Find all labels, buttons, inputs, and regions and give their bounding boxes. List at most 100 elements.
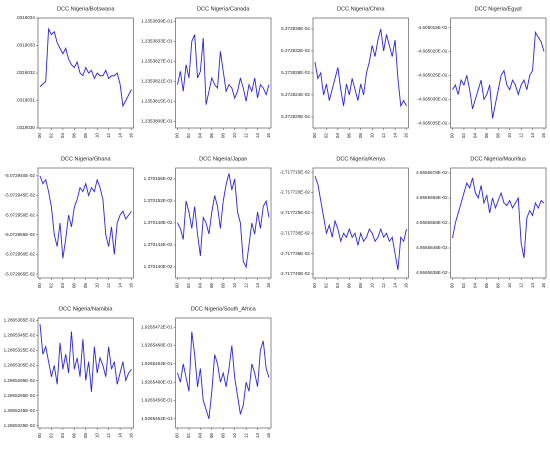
y-tick-label: 1.2353827E-01 xyxy=(141,59,173,64)
x-tick-label: 16 xyxy=(266,133,271,139)
chart-title: DCC Nigeria/China xyxy=(337,6,385,12)
x-tick-label: 10 xyxy=(232,433,237,439)
y-tick-label: 1.370144E-02 xyxy=(144,242,173,247)
x-tick-label: 12 xyxy=(381,133,386,139)
x-tick-label: 04 xyxy=(198,283,203,289)
y-tick-label: .0319032 xyxy=(16,70,36,75)
chart-title: DCC Nigeria/Mauritius xyxy=(470,156,526,162)
y-tick-label: -4.605035E-02 xyxy=(417,120,448,125)
x-tick-label: 04 xyxy=(335,283,340,289)
y-tick-label: 1.9265460E-01 xyxy=(141,379,173,384)
x-tick-label: 02 xyxy=(186,133,191,139)
x-tick-label: 14 xyxy=(530,283,535,289)
series-line xyxy=(314,176,407,270)
y-tick-label: 1.9265456E-01 xyxy=(141,398,173,403)
plot-frame xyxy=(312,167,409,279)
y-tick-label: -2.717715E-02 xyxy=(280,169,311,174)
y-tick-label: 4.9565678E-02 xyxy=(416,170,448,175)
y-tick-label: 4.9565648E-02 xyxy=(416,245,448,250)
y-tick-label: 1.2353809E-01 xyxy=(141,119,173,124)
x-tick-label: 00 xyxy=(450,133,455,139)
y-tick-label: 5.272832E-02 xyxy=(281,48,310,53)
y-tick-label: -4.605030E-02 xyxy=(417,97,448,102)
x-tick-label: 16 xyxy=(129,133,134,139)
y-tick-label: 1.2865225E-02 xyxy=(4,423,36,428)
x-tick-label: 04 xyxy=(198,133,203,139)
x-tick-label: 06 xyxy=(347,133,352,139)
x-tick-label: 04 xyxy=(198,433,203,439)
x-tick-label: 12 xyxy=(381,283,386,289)
x-tick-label: 06 xyxy=(347,283,352,289)
y-tick-label: 1.2353815E-01 xyxy=(141,99,173,104)
x-tick-label: 14 xyxy=(117,283,122,289)
x-tick-label: 14 xyxy=(530,133,535,139)
y-tick-label: 1.2353821E-01 xyxy=(141,79,173,84)
x-tick-label: 00 xyxy=(37,133,42,139)
y-tick-label: 4.9565658E-02 xyxy=(416,220,448,225)
chart-title: DCC Nigeria/Egypt xyxy=(475,6,523,12)
y-tick-label: -2.717735E-02 xyxy=(280,251,311,256)
x-tick-label: 04 xyxy=(60,133,65,139)
x-tick-label: 10 xyxy=(369,283,374,289)
series-line xyxy=(177,34,270,105)
x-tick-label: 14 xyxy=(255,433,260,439)
plot-frame xyxy=(175,167,272,279)
x-tick-label: 14 xyxy=(255,283,260,289)
x-tick-label: 14 xyxy=(117,433,122,439)
y-tick-label: -5.072940E-02 xyxy=(5,173,36,178)
y-tick-label: 5.272824E-02 xyxy=(281,92,310,97)
y-tick-label: 1.2353833E-01 xyxy=(141,39,173,44)
x-tick-label: 12 xyxy=(243,133,248,139)
plot-frame xyxy=(450,17,547,129)
x-tick-label: 08 xyxy=(220,433,225,439)
x-tick-label: 04 xyxy=(473,133,478,139)
x-tick-label: 00 xyxy=(175,433,180,439)
x-tick-label: 10 xyxy=(94,433,99,439)
y-tick-label: -4.605025E-02 xyxy=(417,73,448,78)
x-tick-label: 12 xyxy=(243,283,248,289)
y-tick-label: 4.9565668E-02 xyxy=(416,195,448,200)
y-tick-label: -4.605015E-02 xyxy=(417,25,448,30)
y-tick-label: -2.717720E-02 xyxy=(280,190,311,195)
y-tick-label: -5.072965E-02 xyxy=(5,271,36,276)
x-tick-label: 04 xyxy=(60,433,65,439)
x-tick-label: 02 xyxy=(461,283,466,289)
x-tick-label: 02 xyxy=(461,133,466,139)
y-tick-label: -5.072945E-02 xyxy=(5,193,36,198)
chart-title: DCC Nigeria/Botswana xyxy=(57,6,115,12)
y-tick-label: 1.370140E-02 xyxy=(144,264,173,269)
y-tick-label: -5.072960E-02 xyxy=(5,252,36,257)
x-tick-label: 16 xyxy=(541,283,546,289)
chart-title: DCC Nigeria/South_Africa xyxy=(191,306,257,312)
x-tick-label: 02 xyxy=(49,133,54,139)
x-tick-label: 14 xyxy=(392,133,397,139)
chart-title: DCC Nigeria/Ghana xyxy=(61,156,112,162)
y-tick-label: 1.370152E-02 xyxy=(144,198,173,203)
panel: DCC Nigeria/Kenya -2.717740E-02 -2.717735E… xyxy=(280,156,409,288)
x-tick-label: 02 xyxy=(186,433,191,439)
x-tick-label: 08 xyxy=(83,133,88,139)
x-tick-label: 10 xyxy=(94,283,99,289)
series-line xyxy=(39,27,132,108)
x-tick-label: 08 xyxy=(220,283,225,289)
x-tick-label: 06 xyxy=(209,133,214,139)
x-tick-label: 00 xyxy=(312,133,317,139)
x-tick-label: 10 xyxy=(369,133,374,139)
y-tick-label: 4.9565638E-02 xyxy=(416,270,448,275)
series-line xyxy=(177,173,270,269)
y-tick-label: 5.272828E-02 xyxy=(281,70,310,75)
x-tick-label: 12 xyxy=(106,433,111,439)
y-tick-label: -4.605020E-02 xyxy=(417,49,448,54)
panel: DCC Nigeria/Canada 1.2353809E-01 1.2353815… xyxy=(141,6,272,139)
series-line xyxy=(452,177,545,259)
y-tick-label: 1.370156E-02 xyxy=(144,176,173,181)
panel: DCC Nigeria/China 5.272820E-02 5.272824E-0… xyxy=(281,6,409,138)
panel: DCC Nigeria/Botswana .0319030 .0319031 .031… xyxy=(16,6,134,138)
panel: DCC Nigeria/Japan 1.370140E-02 1.370144E-0… xyxy=(144,156,272,288)
x-tick-label: 16 xyxy=(541,133,546,139)
series-line xyxy=(177,331,270,419)
panel: DCC Nigeria/Mauritius 4.9565638E-02 4.9565… xyxy=(416,156,547,289)
x-tick-label: 12 xyxy=(106,133,111,139)
y-tick-label: -5.072955E-02 xyxy=(5,232,36,237)
plot-frame xyxy=(312,17,409,129)
